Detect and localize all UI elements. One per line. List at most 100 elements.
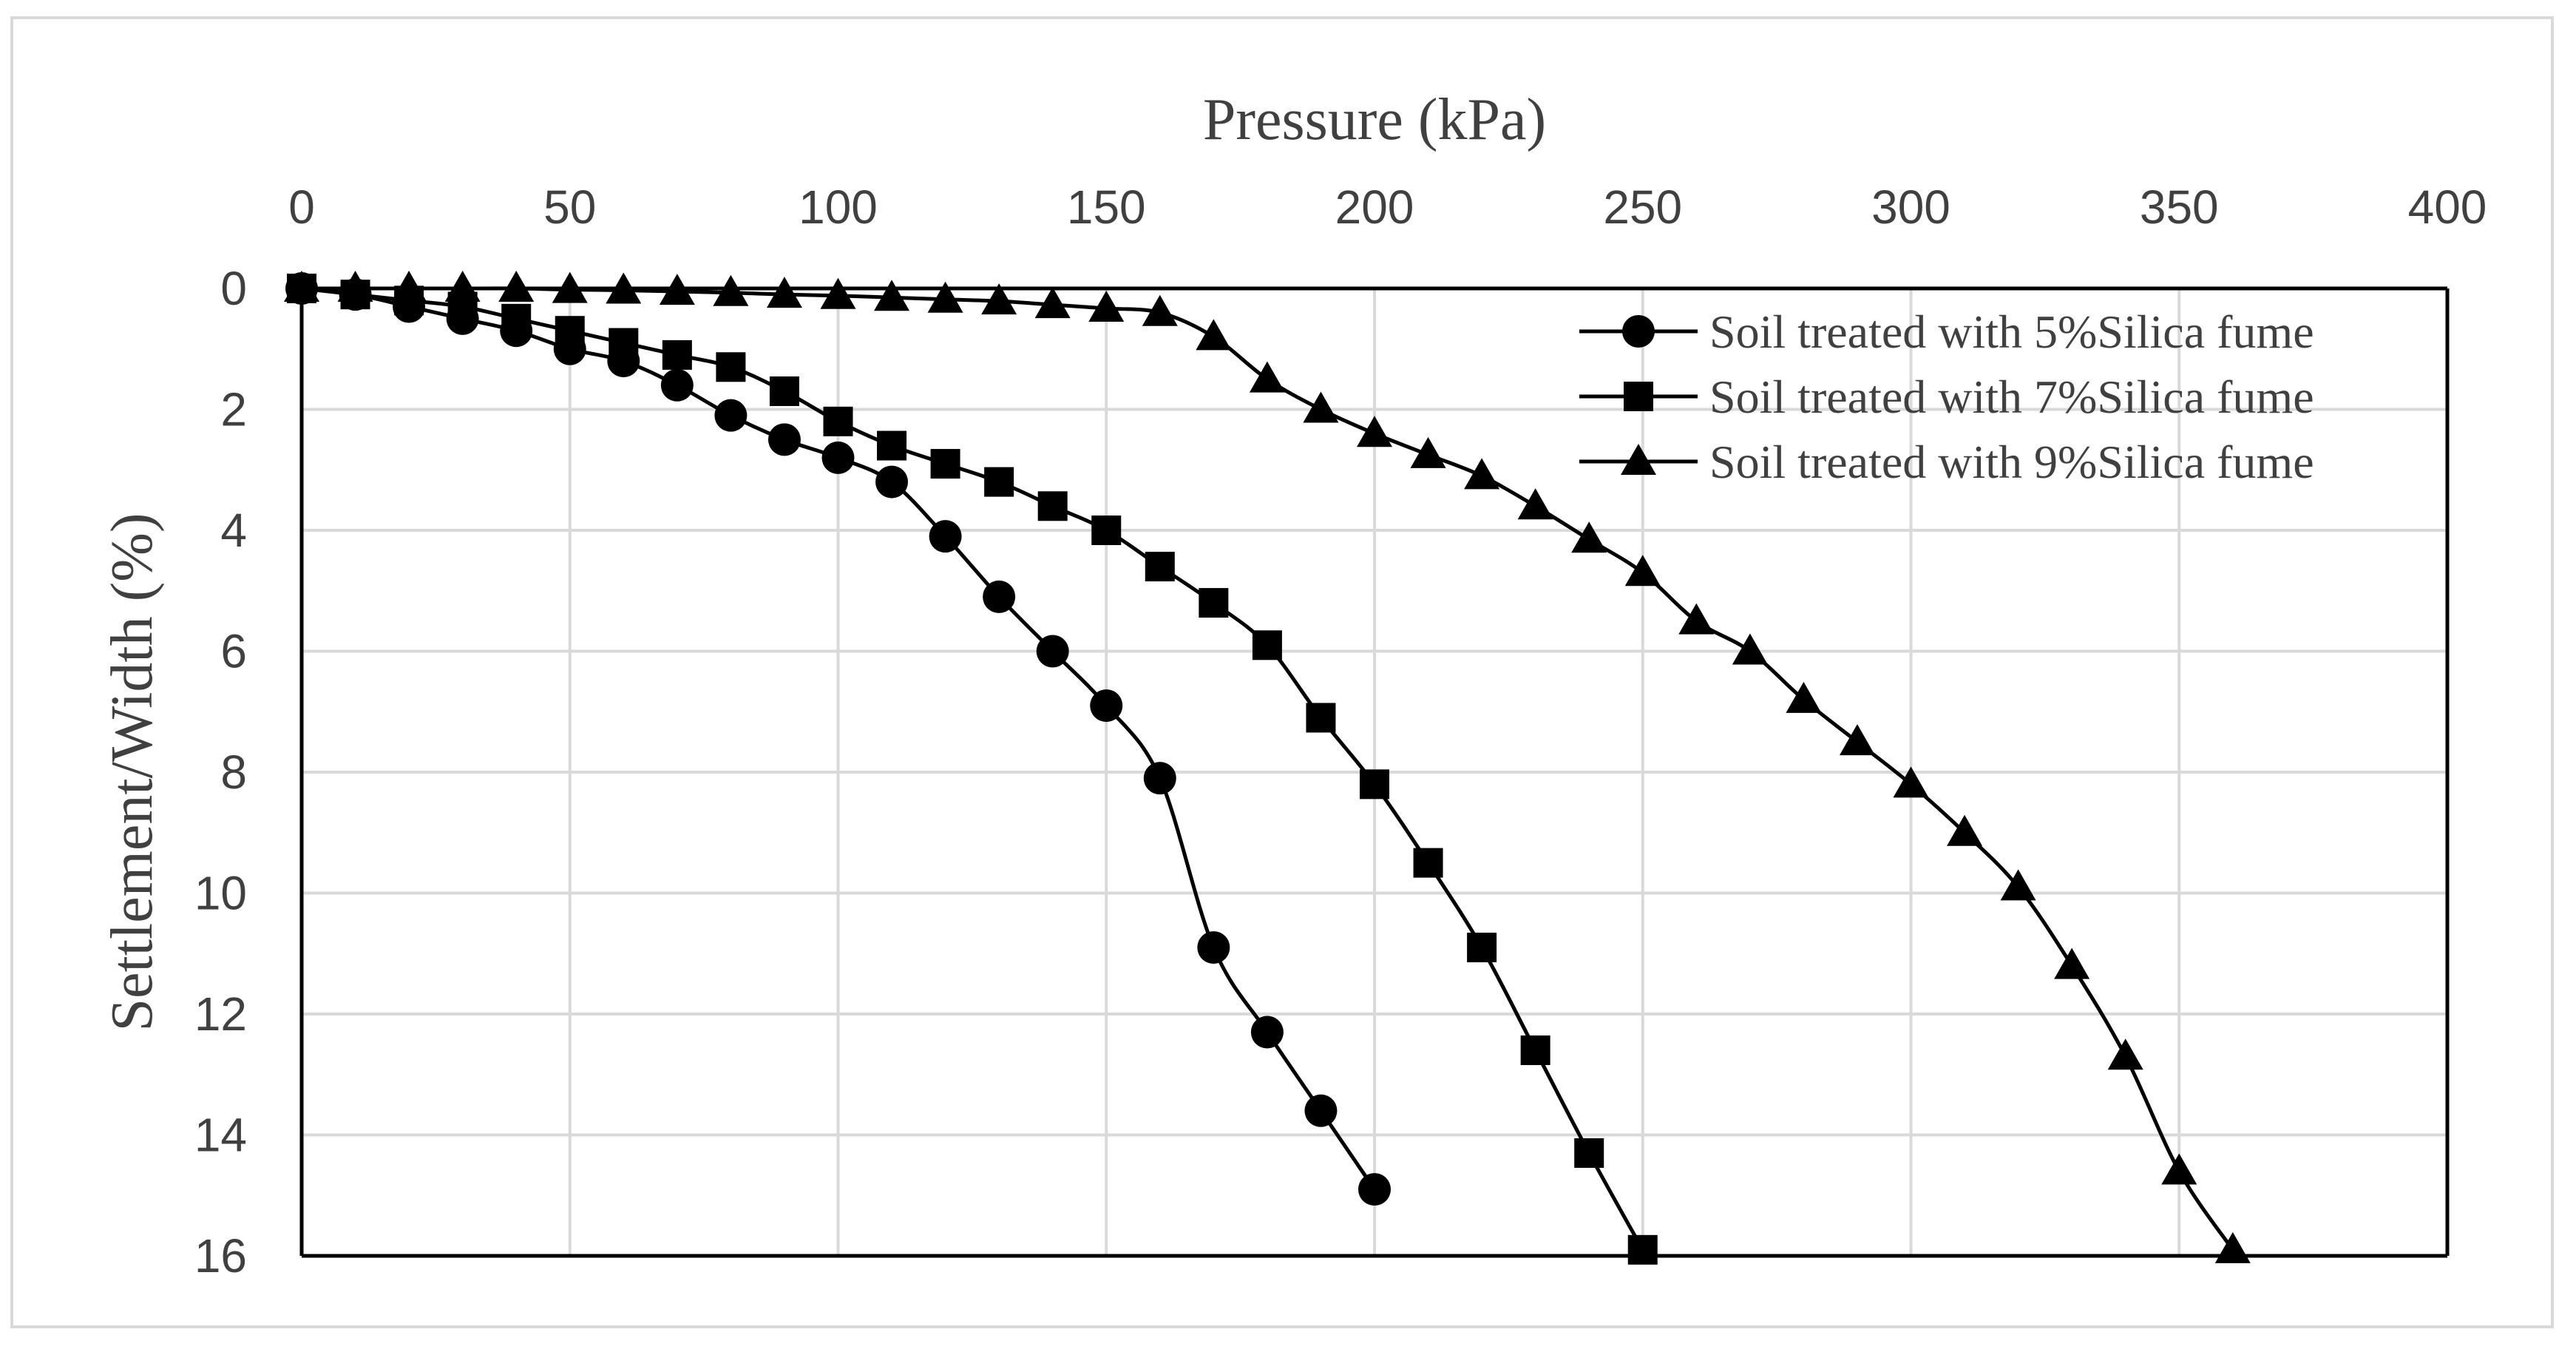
data-point-triangle xyxy=(1303,391,1339,423)
data-point-square xyxy=(1360,769,1389,800)
x-tick-label: 150 xyxy=(1067,180,1146,234)
data-point-triangle xyxy=(1732,633,1768,665)
x-tick-label: 400 xyxy=(2408,180,2487,234)
data-point-square xyxy=(1306,703,1336,733)
data-point-circle xyxy=(1622,315,1655,348)
data-point-triangle xyxy=(1517,488,1553,520)
data-point-triangle xyxy=(2054,947,2090,979)
data-point-triangle xyxy=(284,271,319,302)
data-point-triangle xyxy=(1410,436,1446,468)
series-line xyxy=(301,286,1644,1251)
data-point-triangle xyxy=(606,272,642,304)
data-point-square xyxy=(1091,516,1122,545)
x-tick-label: 0 xyxy=(288,180,315,234)
data-point-square xyxy=(1520,1035,1550,1066)
legend-item: Soil treated with 7%Silica fume xyxy=(1579,371,2314,423)
y-tick-label: 16 xyxy=(194,1229,247,1282)
data-point-triangle xyxy=(981,283,1017,315)
data-point-square xyxy=(1574,1138,1604,1169)
axis-layer: 0 50 100 150 200 250 300 350 400 0 2 4 6 8 10 12 14 16 xyxy=(194,180,2487,1282)
data-point-circle xyxy=(1250,1015,1284,1049)
y-tick-label: 6 xyxy=(220,625,247,678)
y-tick-label: 0 xyxy=(220,262,247,315)
data-point-triangle xyxy=(1196,319,1232,351)
series-triangle xyxy=(284,271,2251,1263)
data-point-circle xyxy=(1304,1094,1338,1127)
series-line xyxy=(302,286,2234,1251)
x-tick-label: 100 xyxy=(799,180,878,234)
data-point-square xyxy=(1252,630,1282,660)
data-point-circle xyxy=(1090,689,1123,723)
data-point-square xyxy=(769,376,799,406)
data-point-square xyxy=(930,449,960,479)
data-point-triangle xyxy=(391,271,427,302)
data-point-circle xyxy=(983,580,1016,613)
legend-label: Soil treated with 7%Silica fume xyxy=(1709,371,2314,423)
data-point-triangle xyxy=(659,274,695,305)
legend: Soil treated with 5%Silica fume Soil trea… xyxy=(1579,305,2314,488)
data-point-circle xyxy=(714,399,748,432)
data-point-triangle xyxy=(1621,444,1656,475)
data-point-triangle xyxy=(1839,724,1875,756)
data-point-square xyxy=(823,406,853,436)
data-point-square xyxy=(609,328,639,358)
y-axis-title: Settlement/Width (%) xyxy=(100,513,165,1031)
data-point-square xyxy=(1624,382,1653,411)
data-point-circle xyxy=(1036,635,1069,668)
y-tick-label: 2 xyxy=(220,383,247,436)
x-tick-label: 50 xyxy=(543,180,596,234)
grid-layer xyxy=(302,288,2449,1256)
data-point-triangle xyxy=(1034,287,1071,319)
data-point-circle xyxy=(660,368,694,402)
data-point-triangle xyxy=(1624,555,1661,587)
data-point-triangle xyxy=(713,274,749,306)
chart-frame xyxy=(10,16,2554,1328)
data-point-square xyxy=(662,339,692,370)
x-tick-label: 300 xyxy=(1871,180,1950,234)
data-point-triangle xyxy=(2214,1231,2251,1263)
y-tick-label: 10 xyxy=(194,867,247,920)
data-point-square xyxy=(1627,1234,1658,1265)
data-point-triangle xyxy=(927,281,963,313)
data-point-circle xyxy=(1197,931,1230,964)
data-point-triangle xyxy=(1142,294,1178,326)
y-tick-label: 8 xyxy=(220,746,247,799)
data-point-triangle xyxy=(444,271,481,302)
legend-item: Soil treated with 5%Silica fume xyxy=(1579,305,2314,358)
data-point-square xyxy=(716,352,746,382)
data-point-triangle xyxy=(1786,681,1822,713)
data-point-circle xyxy=(767,423,801,456)
data-point-square xyxy=(1413,848,1443,878)
data-point-square xyxy=(501,303,532,334)
data-point-triangle xyxy=(337,271,373,302)
y-tick-label: 4 xyxy=(220,504,247,557)
series-square xyxy=(287,274,1658,1265)
data-point-square xyxy=(555,316,585,346)
legend-label: Soil treated with 5%Silica fume xyxy=(1709,305,2314,358)
data-point-square xyxy=(1467,933,1497,963)
data-point-triangle xyxy=(820,277,856,309)
data-point-triangle xyxy=(498,271,535,302)
data-point-triangle xyxy=(2000,869,2036,901)
data-point-circle xyxy=(1358,1173,1391,1206)
data-point-triangle xyxy=(1464,458,1500,490)
data-point-circle xyxy=(929,520,962,553)
data-point-triangle xyxy=(552,271,588,303)
y-tick-label: 12 xyxy=(194,987,247,1041)
series-layer xyxy=(284,271,2251,1265)
data-point-triangle xyxy=(766,277,802,308)
data-point-triangle xyxy=(2161,1153,2197,1185)
data-point-triangle xyxy=(1571,521,1607,553)
data-point-triangle xyxy=(874,280,910,311)
data-point-triangle xyxy=(1249,361,1285,393)
x-tick-label: 250 xyxy=(1603,180,1682,234)
data-point-triangle xyxy=(1947,814,1983,846)
data-point-triangle xyxy=(1088,290,1125,322)
data-point-circle xyxy=(1143,762,1176,795)
data-point-circle xyxy=(821,441,855,474)
legend-item: Soil treated with 9%Silica fume xyxy=(1579,436,2314,488)
data-point-square xyxy=(984,467,1014,497)
data-point-square xyxy=(877,430,907,461)
data-point-triangle xyxy=(2107,1038,2143,1070)
